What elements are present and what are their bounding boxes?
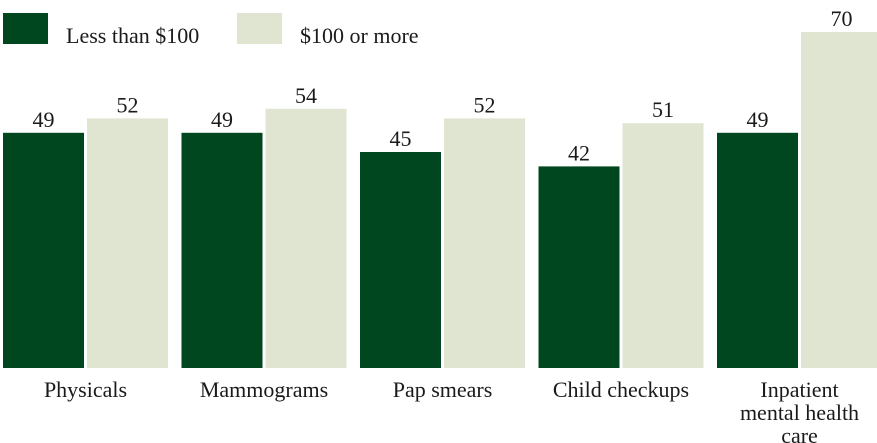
bar-1-series-1 xyxy=(265,108,347,369)
value-label-2-series-0: 45 xyxy=(390,126,412,151)
value-label-2-series-1: 52 xyxy=(474,92,496,117)
value-labels: 49 52 49 54 45 52 42 51 49 70 xyxy=(33,6,853,165)
category-label-1-line-0: Mammograms xyxy=(200,377,328,402)
bar-0-series-1 xyxy=(87,118,168,369)
bar-1-series-0 xyxy=(181,132,263,368)
legend-swatch-100-or-more xyxy=(237,13,282,44)
value-label-1-series-1: 54 xyxy=(295,83,317,108)
bar-3-series-0 xyxy=(538,166,620,368)
legend-label-less-than-100: Less than $100 xyxy=(66,23,199,48)
value-label-1-series-0: 49 xyxy=(211,107,233,132)
category-label-4-line-0: Inpatient xyxy=(760,377,838,402)
category-label-3-line-0: Child checkups xyxy=(553,377,689,402)
value-label-0-series-1: 52 xyxy=(117,92,139,117)
bars xyxy=(3,32,877,369)
value-label-3-series-1: 51 xyxy=(652,97,674,122)
category-label-2-line-0: Pap smears xyxy=(393,377,493,402)
category-label-4-line-1: mental health xyxy=(740,400,859,425)
category-labels: Physicals Mammograms Pap smears Child check… xyxy=(44,377,859,443)
value-label-0-series-0: 49 xyxy=(33,107,55,132)
legend-label-100-or-more: $100 or more xyxy=(300,23,419,48)
bar-2-series-1 xyxy=(444,118,525,369)
bar-4-series-1 xyxy=(801,32,877,368)
bar-3-series-1 xyxy=(622,123,704,368)
bar-2-series-0 xyxy=(360,152,441,368)
value-label-4-series-0: 49 xyxy=(747,107,769,132)
legend: Less than $100 $100 or more xyxy=(3,13,419,48)
bar-4-series-0 xyxy=(717,132,798,368)
category-label-4-line-2: care xyxy=(781,423,818,443)
value-label-3-series-0: 42 xyxy=(568,140,590,165)
bar-0-series-0 xyxy=(3,132,84,368)
value-label-4-series-1: 70 xyxy=(831,6,853,31)
legend-swatch-less-than-100 xyxy=(3,13,48,44)
category-label-0-line-0: Physicals xyxy=(44,377,127,402)
